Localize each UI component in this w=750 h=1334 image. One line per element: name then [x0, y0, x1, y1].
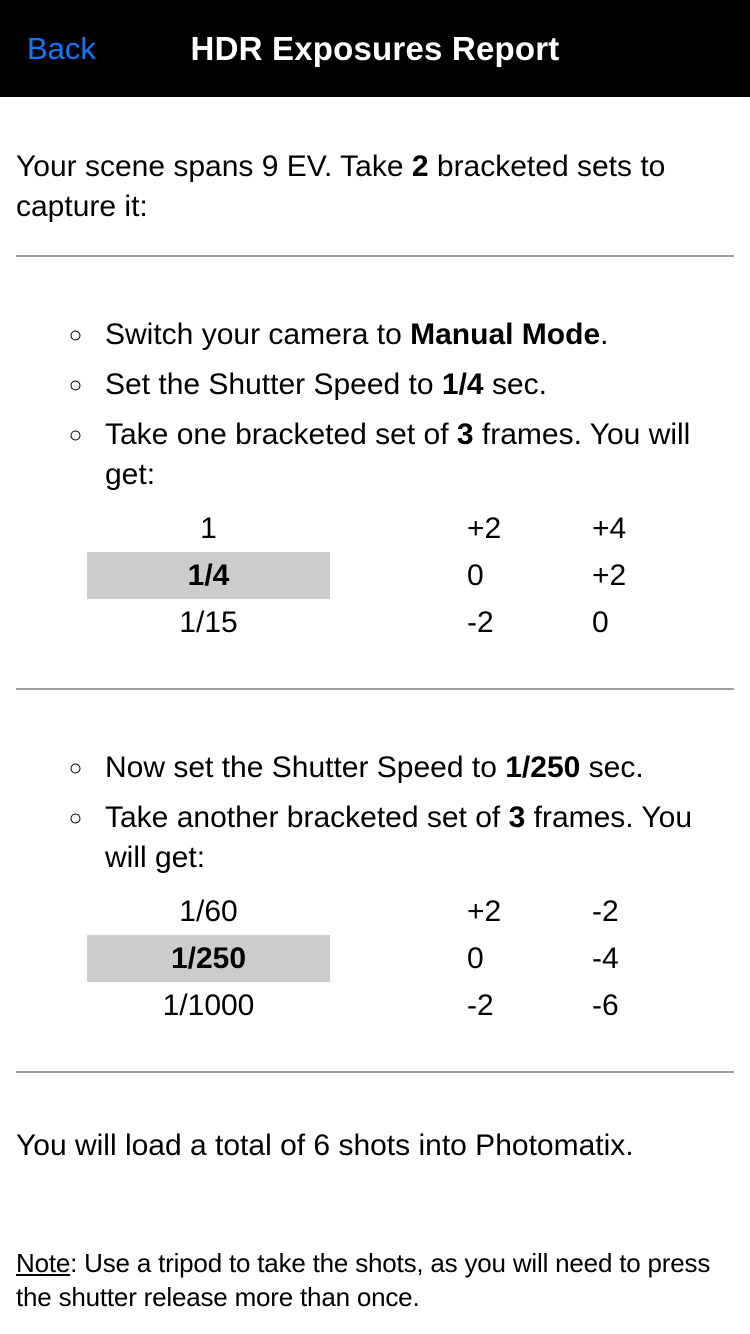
shutter-speed-cell: 1 — [200, 512, 217, 545]
table-row: 1/250 0 -4 — [16, 935, 734, 982]
summary-text: You will load a total of 6 shots into Ph… — [16, 1129, 634, 1162]
list-item: Set the Shutter Speed to 1/4 sec. — [95, 365, 734, 405]
step-text: frames. You will get: — [105, 418, 691, 491]
list-item: Take one bracketed set of 3 frames. You … — [95, 415, 734, 495]
note-body: : Use a tripod to take the shots, as you… — [16, 1248, 711, 1312]
step-text: Switch your camera to — [105, 318, 411, 351]
instruction-list-1: Switch your camera to Manual Mode. Set t… — [16, 315, 734, 495]
shutter-speed-cell: 1/1000 — [162, 989, 255, 1022]
step-bold: Manual Mode — [410, 318, 601, 351]
ev-step-cell: -2 — [467, 989, 494, 1022]
ev-total-cell: +2 — [592, 559, 627, 592]
table-row: 1/15 -2 0 — [16, 599, 734, 646]
ev-total-cell: 0 — [592, 606, 609, 639]
step-text: Take one bracketed set of — [105, 418, 457, 451]
table-row: 1/1000 -2 -6 — [16, 982, 734, 1029]
section-divider-2 — [16, 688, 734, 690]
ev-step-cell: +2 — [467, 512, 502, 545]
note-text: Note: Use a tripod to take the shots, as… — [16, 1246, 734, 1314]
intro-pre: Your scene spans 9 EV. Take — [16, 150, 412, 183]
step-text: sec. — [483, 368, 547, 401]
intro-text: Your scene spans 9 EV. Take 2 bracketed … — [16, 147, 734, 227]
ev-step-cell: 0 — [467, 559, 484, 592]
step-bold: 3 — [508, 801, 526, 834]
table-row: 1/60 +2 -2 — [16, 888, 734, 935]
intro-bold: 2 — [411, 150, 429, 183]
step-text: frames. You will get: — [105, 801, 693, 874]
shutter-speed-cell: 1/15 — [179, 606, 238, 639]
step-bold: 1/4 — [441, 368, 484, 401]
section-divider-3 — [16, 1071, 734, 1073]
shutter-speed-cell: 1/60 — [179, 895, 238, 928]
step-text: sec. — [580, 751, 644, 784]
list-item: Take another bracketed set of 3 frames. … — [95, 798, 734, 878]
ev-total-cell: -2 — [592, 895, 619, 928]
list-item: Now set the Shutter Speed to 1/250 sec. — [95, 748, 734, 788]
ev-total-cell: -6 — [592, 989, 619, 1022]
intro-post: bracketed sets to capture it: — [16, 150, 666, 223]
table-row: 1/4 0 +2 — [16, 552, 734, 599]
step-text: Take another bracketed set of — [105, 801, 509, 834]
step-text: Set the Shutter Speed to — [105, 368, 442, 401]
list-item: Switch your camera to Manual Mode. — [95, 315, 734, 355]
shutter-speed-cell-highlighted: 1/250 — [87, 935, 330, 982]
table-row: 1 +2 +4 — [16, 505, 734, 552]
ev-step-cell: -2 — [467, 606, 494, 639]
exposure-table-1: 1 +2 +4 1/4 0 +2 1/15 -2 0 — [16, 505, 734, 646]
nav-bar: Back HDR Exposures Report — [0, 0, 750, 97]
instruction-list-2: Now set the Shutter Speed to 1/250 sec. … — [16, 748, 734, 878]
back-button[interactable]: Back — [27, 0, 96, 97]
page-title: HDR Exposures Report — [190, 29, 560, 67]
ev-step-cell: +2 — [467, 895, 502, 928]
step-bold: 1/250 — [505, 751, 581, 784]
step-text: . — [600, 318, 609, 351]
note-label: Note — [16, 1248, 71, 1278]
ev-step-cell: 0 — [467, 942, 484, 975]
step-text: Now set the Shutter Speed to — [105, 751, 506, 784]
report-body: Your scene spans 9 EV. Take 2 bracketed … — [0, 147, 750, 1314]
ev-total-cell: -4 — [592, 942, 619, 975]
step-bold: 3 — [456, 418, 474, 451]
ev-total-cell: +4 — [592, 512, 627, 545]
exposure-table-2: 1/60 +2 -2 1/250 0 -4 1/1000 -2 -6 — [16, 888, 734, 1029]
shutter-speed-cell-highlighted: 1/4 — [87, 552, 330, 599]
section-divider-1 — [16, 255, 734, 257]
